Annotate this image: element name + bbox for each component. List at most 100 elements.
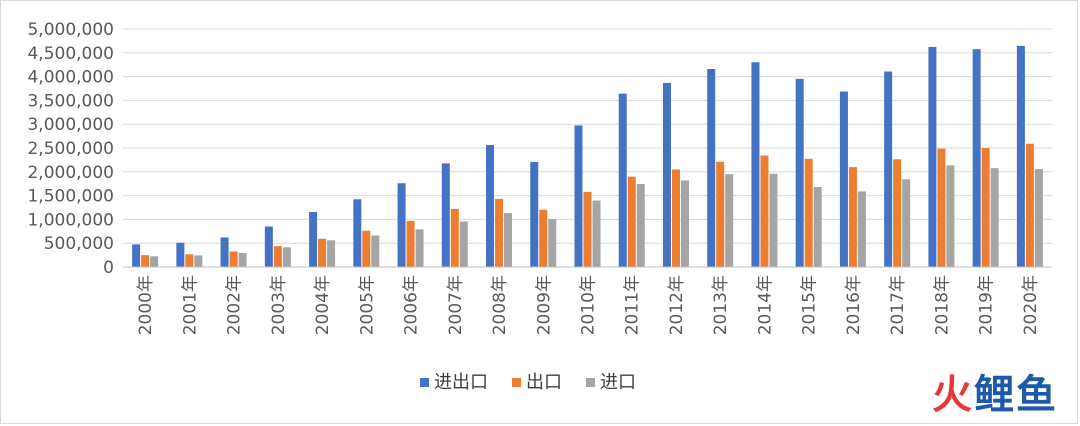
x-tick-label: 2001年 [180,275,200,335]
x-tick-label: 2004年 [313,275,333,335]
legend: 进出口 出口 进口 [420,372,636,393]
bar-2-9 [548,219,557,267]
bar-2-10 [592,200,601,267]
y-tick-label: 5,000,000 [27,20,114,40]
bar-0-14 [751,62,760,268]
bar-1-8 [495,198,504,267]
bars [132,45,1043,268]
x-tick-label: 2018年 [932,275,952,335]
bar-2-3 [282,247,291,267]
bar-0-7 [441,163,450,267]
x-tick-label: 2020年 [1021,275,1041,335]
legend-label-0: 进出口 [434,372,488,393]
bar-1-4 [318,238,327,267]
bar-0-4 [309,212,318,267]
y-tick-label: 0 [103,258,114,278]
x-tick-label: 2003年 [269,275,289,335]
bar-2-15 [813,187,822,267]
bar-1-12 [671,169,680,267]
x-tick-label: 2014年 [755,275,775,335]
bar-2-0 [150,256,159,267]
x-tick-label: 2009年 [534,275,554,335]
bar-0-8 [486,145,495,267]
bar-1-7 [450,208,459,267]
watermark-part1: 火 [932,372,974,418]
bar-1-2 [229,251,238,267]
y-tick-label: 3,500,000 [27,91,114,111]
bar-0-17 [884,71,893,267]
bar-0-9 [530,161,539,267]
y-axis: 0 500,000 1,000,000 1,500,000 2,000,000 2,500… [27,20,114,278]
y-tick-label: 1,500,000 [27,187,114,207]
bar-2-11 [636,184,645,267]
bar-0-10 [574,125,583,268]
x-tick-label: 2011年 [623,275,643,335]
bar-2-1 [194,255,203,267]
bar-1-3 [273,246,282,267]
bar-1-1 [185,254,194,267]
bar-0-13 [707,68,716,267]
y-tick-label: 4,000,000 [27,68,114,88]
x-tick-label: 2006年 [402,275,422,335]
bar-0-19 [972,49,981,267]
bar-2-8 [504,213,513,267]
x-tick-label: 2017年 [888,275,908,335]
bar-2-6 [415,229,424,267]
bar-2-16 [857,191,866,267]
bar-1-10 [583,191,592,267]
bar-0-0 [132,244,141,267]
x-tick-label: 2010年 [579,275,599,335]
x-tick-label: 2008年 [490,275,510,335]
bar-0-5 [353,199,362,267]
y-tick-label: 2,500,000 [27,139,114,159]
bar-2-7 [459,221,468,267]
legend-swatch-2 [586,378,595,387]
watermark-logo: 火鲤鱼 [932,362,1058,420]
bar-1-20 [1025,143,1034,267]
y-tick-label: 4,500,000 [27,44,114,64]
x-tick-label: 2000年 [136,275,156,335]
x-tick-label: 2015年 [800,275,820,335]
x-tick-label: 2002年 [225,275,245,335]
x-tick-label: 2007年 [446,275,466,335]
bar-0-11 [618,93,627,267]
bar-1-14 [760,155,769,267]
bar-0-1 [176,242,185,267]
bar-2-4 [327,240,336,267]
y-tick-label: 2,000,000 [27,163,114,183]
bar-1-15 [804,158,813,267]
x-tick-label: 2013年 [711,275,731,335]
bar-1-13 [716,161,725,267]
bar-0-15 [795,78,804,268]
x-tick-label: 2005年 [357,275,377,335]
x-axis: 2000年 2001年 2002年 2003年 2004年 2005年 2006年 2007年… [123,266,1052,335]
bar-1-9 [539,209,548,267]
bar-2-20 [1034,169,1043,267]
legend-swatch-1 [512,378,521,387]
bar-2-17 [902,179,911,267]
legend-label-2: 进口 [600,372,636,393]
bar-0-18 [928,46,937,267]
bar-1-6 [406,220,415,267]
bar-2-14 [769,173,778,267]
watermark-part2: 鲤鱼 [974,372,1058,418]
bar-1-0 [141,255,150,267]
bar-2-12 [680,180,689,267]
bar-1-17 [893,159,902,267]
legend-label-1: 出口 [526,372,562,393]
bar-0-6 [397,183,406,267]
bar-2-5 [371,235,380,267]
x-tick-label: 2019年 [977,275,997,335]
bar-1-5 [362,230,371,267]
bar-0-12 [662,82,671,267]
bar-0-2 [220,237,229,267]
bar-2-18 [946,165,955,267]
bar-2-2 [238,252,247,267]
x-tick-label: 2016年 [844,275,864,335]
bar-2-13 [725,174,734,267]
bar-1-16 [848,167,857,267]
bar-0-3 [264,226,273,267]
bar-0-20 [1016,45,1025,267]
